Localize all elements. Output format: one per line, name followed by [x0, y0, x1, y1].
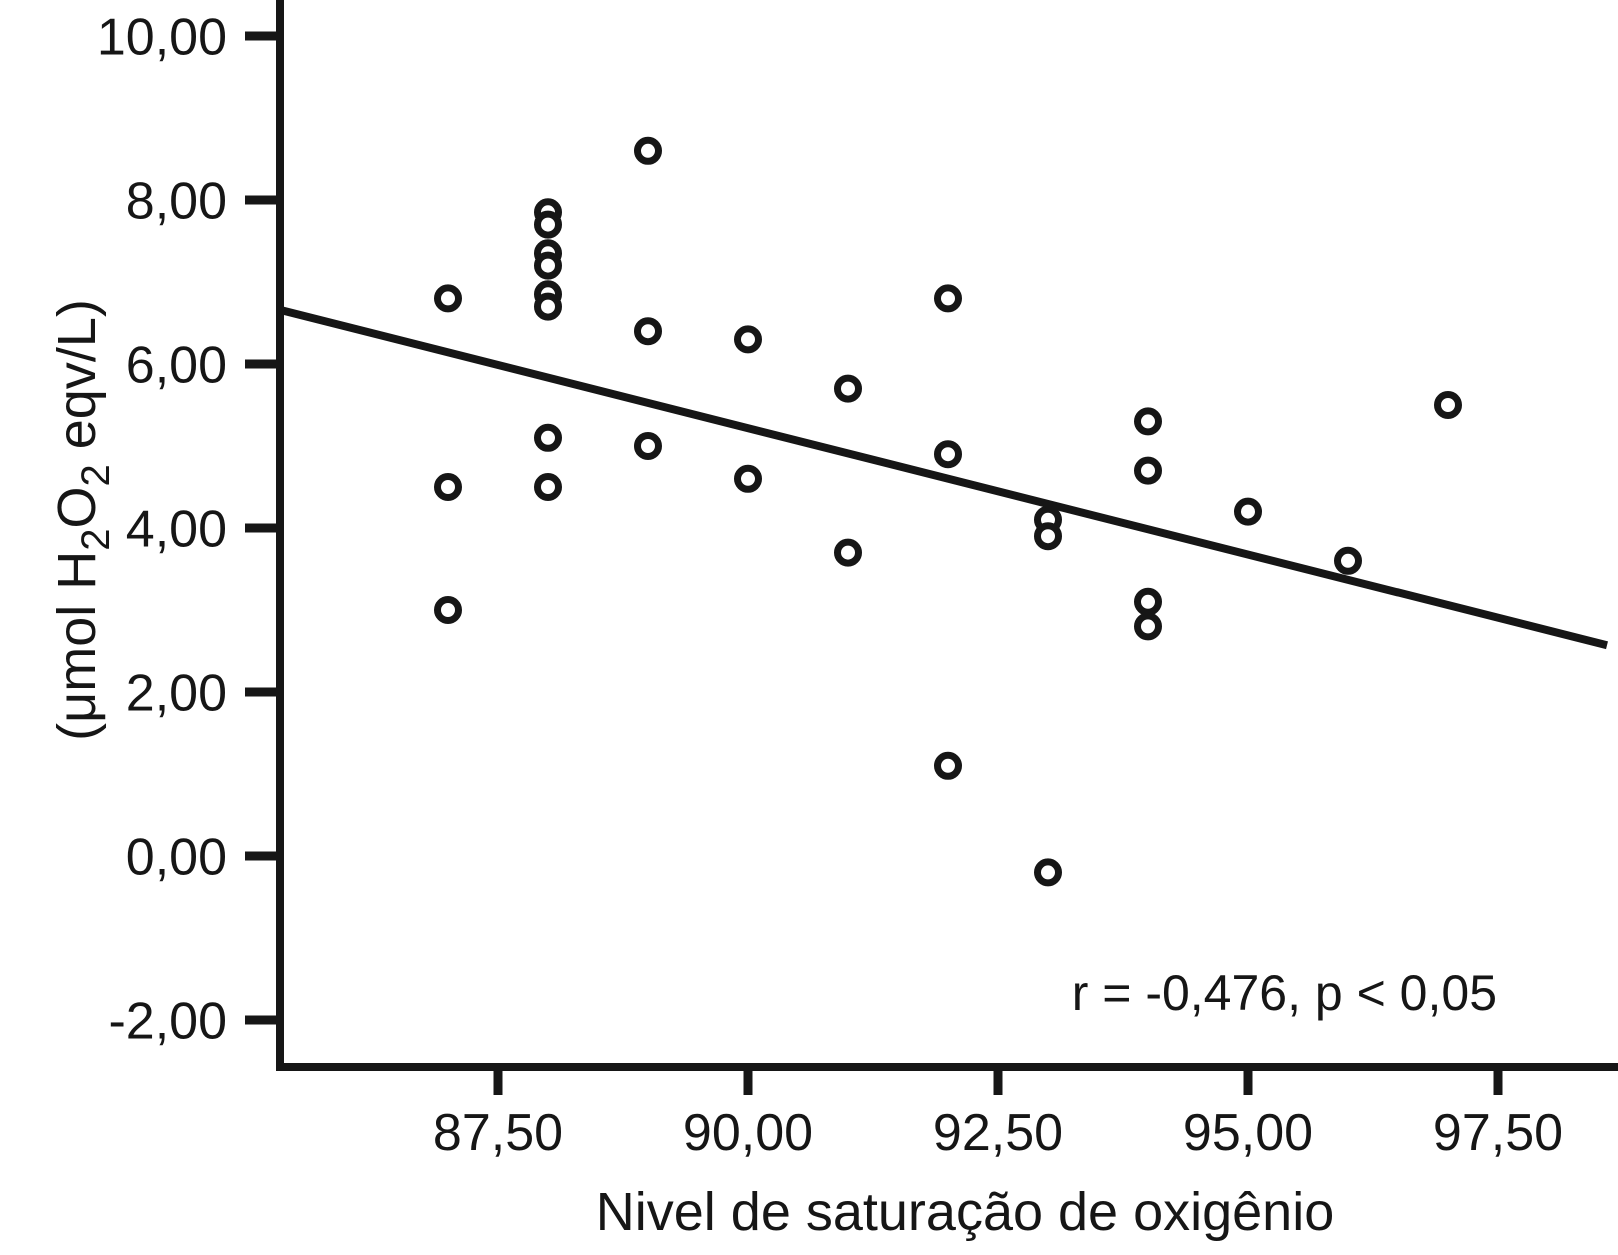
data-point-marker — [934, 284, 962, 313]
data-point-marker — [634, 136, 662, 165]
data-point-marker — [1234, 497, 1262, 526]
data-point-marker — [1034, 858, 1062, 887]
data-point-marker — [834, 374, 862, 403]
x-tick-label: 97,50 — [1433, 1104, 1563, 1162]
data-point-marker — [534, 423, 562, 452]
data-point-marker — [734, 325, 762, 354]
data-point-marker — [1434, 391, 1462, 419]
data-point-marker — [1334, 546, 1362, 575]
y-tick-label: 8,00 — [126, 173, 227, 231]
data-point-marker — [1134, 612, 1162, 641]
data-point-marker — [534, 292, 562, 321]
annotation-text: r = -0,476, p < 0,05 — [1072, 965, 1497, 1021]
data-point-marker — [634, 317, 662, 346]
data-point-marker — [1134, 407, 1162, 436]
data-point-marker — [534, 210, 562, 239]
y-tick-label: 6,00 — [126, 337, 227, 395]
y-tick-label: -2,00 — [108, 993, 227, 1051]
data-point-marker — [534, 473, 562, 501]
data-point-marker — [1134, 587, 1162, 616]
x-tick-label: 92,50 — [933, 1104, 1063, 1162]
x-tick-label: 90,00 — [683, 1104, 813, 1162]
y-axis-title: (μmol H2O2 eqv/L) — [47, 299, 118, 741]
data-point-marker — [834, 538, 862, 567]
x-tick-label: 95,00 — [1183, 1104, 1313, 1162]
y-tick-label: 0,00 — [126, 829, 227, 887]
data-point-marker — [434, 596, 462, 624]
data-point-marker — [634, 432, 662, 460]
data-point-marker — [434, 473, 462, 501]
data-point-marker — [434, 284, 462, 313]
y-tick-label: 2,00 — [126, 665, 227, 723]
data-point-marker — [534, 251, 562, 280]
data-point-marker — [1034, 522, 1062, 551]
data-point-marker — [734, 464, 762, 493]
y-tick-label: 4,00 — [126, 501, 227, 559]
trend-line — [279, 306, 1608, 650]
x-axis-title: Nivel de saturação de oxigênio — [596, 1182, 1334, 1242]
data-point-marker — [934, 440, 962, 469]
x-tick-label: 87,50 — [433, 1104, 563, 1162]
data-point-marker — [934, 751, 962, 780]
data-point-marker — [1134, 456, 1162, 485]
y-tick-label: 10,00 — [97, 9, 227, 67]
